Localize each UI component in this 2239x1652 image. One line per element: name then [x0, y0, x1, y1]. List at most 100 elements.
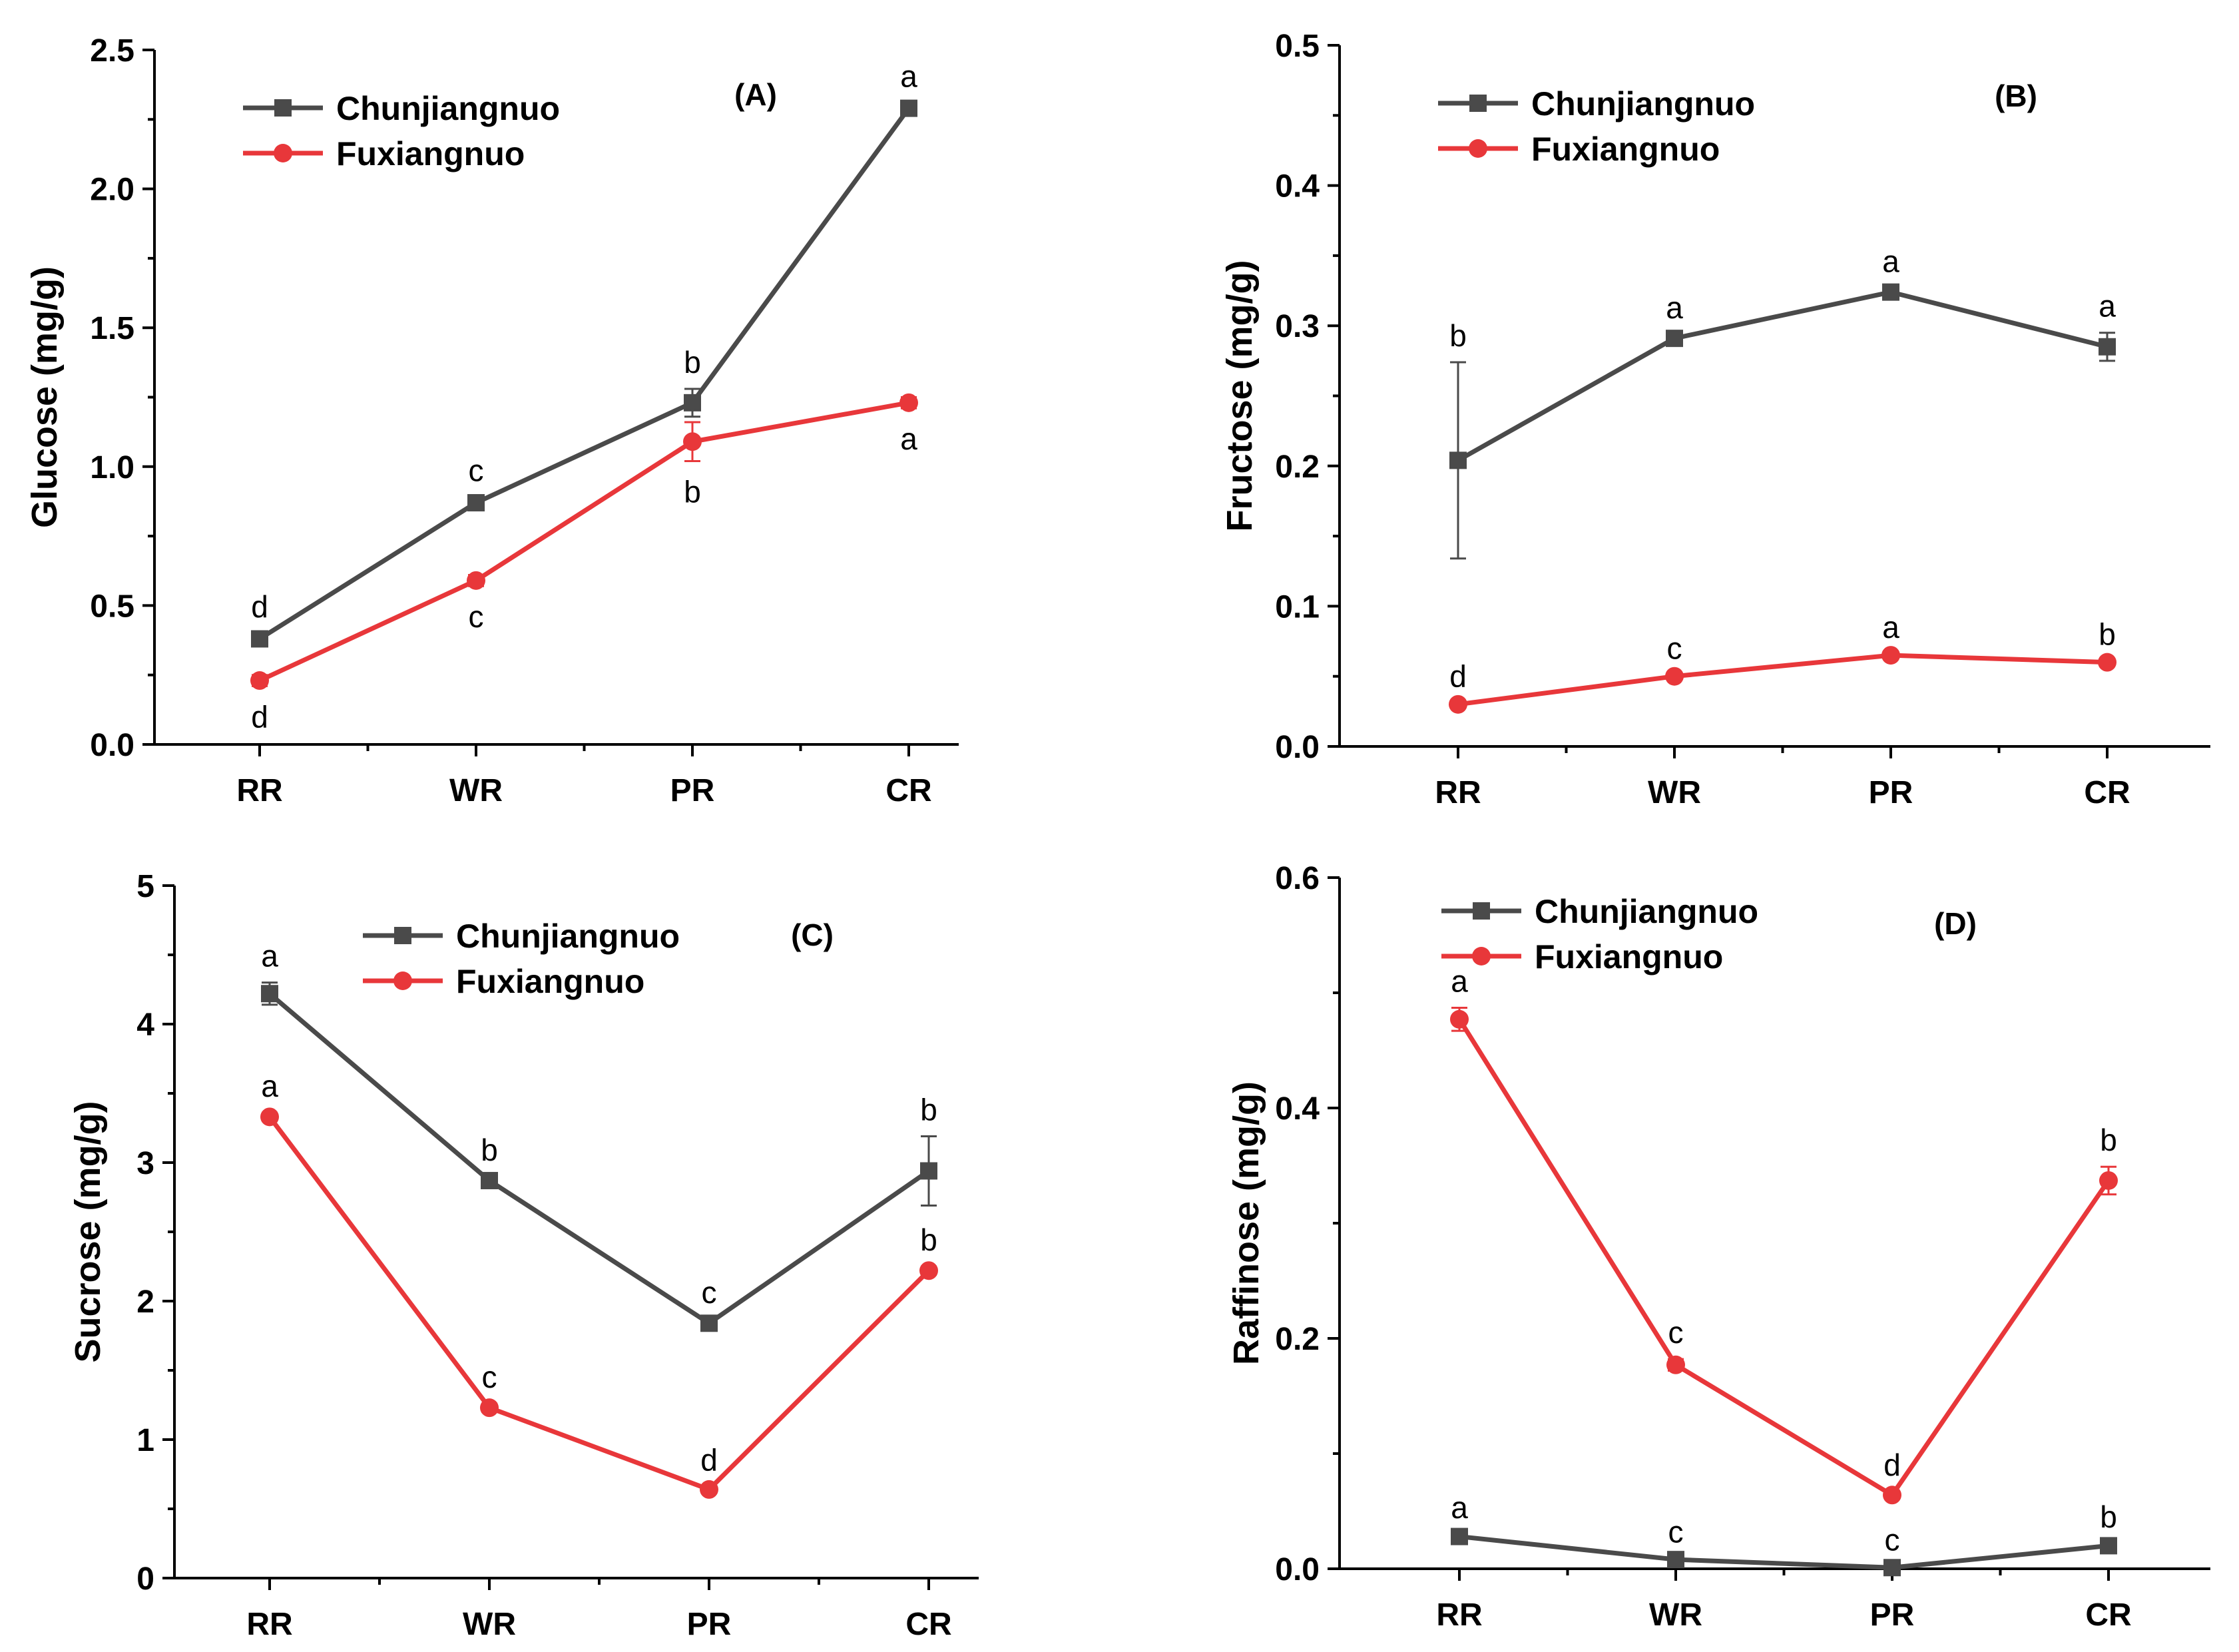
- legend-marker-circle: [274, 144, 292, 162]
- x-tick-label: WR: [1649, 1597, 1702, 1633]
- panel-label: (A): [734, 77, 777, 112]
- legend-label: Chunjiangnuo: [1535, 893, 1758, 930]
- y-axis-label: Sucrose (mg/g): [68, 1101, 108, 1362]
- data-point-circle: [700, 1480, 718, 1499]
- legend-marker-square: [394, 927, 411, 944]
- x-tick-label: PR: [670, 773, 715, 808]
- significance-letter: a: [1451, 964, 1468, 998]
- significance-letter: a: [1666, 290, 1683, 325]
- data-point-circle: [250, 671, 269, 690]
- series-line-chunjiangnuo: [258, 107, 911, 641]
- y-tick-label: 0.0: [90, 728, 134, 763]
- y-tick-label: 0.2: [1275, 449, 1320, 485]
- significance-letter: d: [1883, 1448, 1901, 1482]
- series-line-fuxiangnuo: [1457, 653, 2108, 707]
- x-tick-label: RR: [1436, 1597, 1482, 1633]
- data-point-circle: [899, 393, 918, 412]
- y-tick-label: 0.0: [1275, 730, 1320, 765]
- data-point-square: [2099, 338, 2116, 356]
- data-point-circle: [1450, 1009, 1469, 1029]
- y-tick-label: 0.4: [1275, 169, 1320, 204]
- significance-letter: a: [900, 421, 917, 456]
- series-line-chunjiangnuo: [1457, 290, 2108, 463]
- y-tick-label: 2.0: [90, 172, 134, 208]
- data-point-circle: [1883, 1486, 1901, 1505]
- significance-letter: a: [1451, 1490, 1468, 1525]
- panel-d-raffinose: 0.0 0.2 0.4 0.6 RR WR PR CR Raffinose (mg/g) (D) a…: [1226, 861, 2210, 1633]
- legend-label: Fuxiangnuo: [1531, 131, 1720, 168]
- y-axis-label: Fructose (mg/g): [1220, 260, 1260, 531]
- data-point-square: [1451, 1527, 1468, 1545]
- y-tick-label: 1: [136, 1423, 154, 1458]
- significance-letter: c: [469, 599, 484, 634]
- data-point-square: [251, 630, 268, 648]
- data-point-circle: [919, 1261, 938, 1280]
- significance-letter: b: [481, 1133, 498, 1167]
- data-point-square: [900, 99, 917, 117]
- y-tick-label: 0.3: [1275, 309, 1320, 344]
- x-tick-label: CR: [2085, 1597, 2131, 1633]
- significance-letter: a: [2099, 289, 2116, 324]
- data-point-circle: [480, 1398, 499, 1418]
- y-tick-label: 0.5: [90, 589, 134, 624]
- x-tick-label: PR: [1870, 1597, 1915, 1633]
- data-point-circle: [1881, 646, 1900, 665]
- x-tick-label: RR: [236, 773, 282, 808]
- significance-letter: d: [251, 699, 268, 734]
- data-point-square: [700, 1314, 718, 1332]
- data-point-square: [1667, 1551, 1684, 1569]
- legend-marker-square: [1473, 902, 1490, 920]
- y-tick-label: 1.5: [90, 311, 134, 346]
- x-tick-label: WR: [449, 773, 503, 808]
- panel-label: (C): [791, 918, 834, 952]
- significance-letter: b: [2100, 1123, 2117, 1157]
- significance-letter: b: [920, 1223, 937, 1257]
- data-point-circle: [260, 1107, 279, 1127]
- y-tick-label: 0.6: [1275, 861, 1320, 896]
- y-tick-label: 0: [136, 1561, 154, 1597]
- legend-marker-square: [1469, 95, 1487, 112]
- legend-label: Fuxiangnuo: [456, 963, 644, 1000]
- data-point-circle: [467, 571, 485, 590]
- significance-letter: a: [261, 1069, 278, 1103]
- significance-letter: b: [1449, 318, 1467, 353]
- x-tick-label: RR: [246, 1607, 292, 1642]
- x-tick-label: RR: [1435, 775, 1481, 810]
- data-point-circle: [2098, 653, 2116, 672]
- legend-marker-circle: [393, 971, 412, 990]
- x-tick-label: PR: [1869, 775, 1913, 810]
- series-line-chunjiangnuo: [268, 991, 930, 1326]
- significance-letter: b: [920, 1092, 937, 1127]
- y-axis-label: Glucose (mg/g): [25, 266, 65, 528]
- legend-marker-square: [274, 99, 292, 117]
- series-line-fuxiangnuo: [258, 400, 909, 683]
- data-point-square: [467, 494, 485, 512]
- legend-marker-circle: [1469, 139, 1487, 158]
- data-point-square: [1449, 451, 1467, 469]
- data-point-square: [261, 985, 278, 1003]
- data-point-circle: [1666, 1355, 1685, 1374]
- significance-letter: d: [700, 1443, 718, 1478]
- significance-letter: a: [900, 59, 917, 93]
- y-tick-label: 0.0: [1275, 1552, 1320, 1587]
- significance-letter: a: [1882, 244, 1899, 278]
- significance-letter: b: [2099, 617, 2116, 652]
- y-tick-label: 4: [136, 1007, 154, 1043]
- y-tick-label: 0.2: [1275, 1322, 1320, 1357]
- significance-letter: b: [2100, 1500, 2117, 1534]
- y-tick-label: 0.4: [1275, 1091, 1320, 1127]
- legend-label: Chunjiangnuo: [336, 90, 560, 127]
- data-point-circle: [1665, 667, 1684, 686]
- y-tick-label: 2.5: [90, 33, 134, 69]
- significance-letter: c: [1668, 1514, 1684, 1549]
- significance-letter: c: [469, 453, 484, 488]
- x-tick-label: WR: [1648, 775, 1701, 810]
- significance-letter: c: [482, 1360, 497, 1394]
- data-point-square: [684, 394, 701, 412]
- significance-letter: c: [1667, 631, 1682, 666]
- series-line-fuxiangnuo: [268, 1115, 931, 1492]
- significance-letter: d: [1449, 659, 1467, 694]
- y-tick-label: 0.5: [1275, 29, 1320, 64]
- y-tick-label: 2: [136, 1284, 154, 1320]
- panel-a-glucose: 0.0 0.5 1.0 1.5 2.0 2.5 RR WR PR CR Glucose (mg/g)…: [25, 33, 959, 808]
